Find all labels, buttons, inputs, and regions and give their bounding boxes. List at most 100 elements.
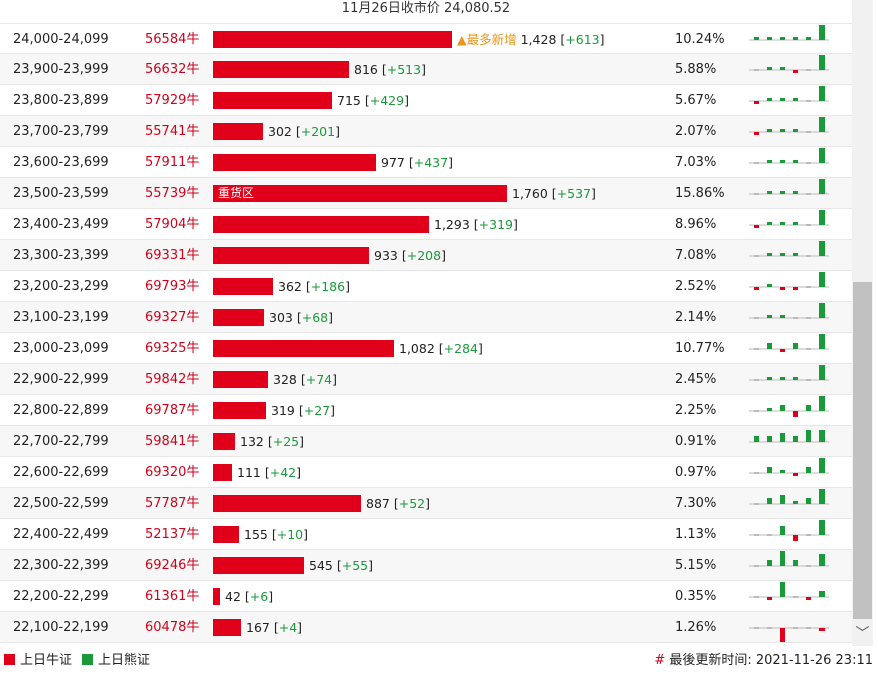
table-row[interactable]: 23,500-23,599 55739牛 重货区 1,760 [+537] 15.86%	[0, 178, 852, 209]
volume-value: 887 [+52]	[366, 496, 430, 511]
code-link[interactable]: 69331牛	[145, 248, 200, 263]
sparkline-bar	[819, 430, 825, 442]
table-row[interactable]: 22,400-22,499 52137牛 155 [+10] 1.13%	[0, 519, 852, 550]
sparkline-bar	[793, 560, 798, 566]
range-cell: 22,500-22,599	[13, 496, 109, 511]
code-link[interactable]: 56584牛	[145, 32, 200, 47]
table-row[interactable]: 23,200-23,299 69793牛 362 [+186] 2.52%	[0, 271, 852, 302]
code-link[interactable]: 55741牛	[145, 124, 200, 139]
table-row[interactable]: 23,400-23,499 57904牛 1,293 [+319] 8.96%	[0, 209, 852, 240]
code-link[interactable]: 57787牛	[145, 496, 200, 511]
volume-bar	[213, 61, 349, 78]
table-row[interactable]: 22,500-22,599 57787牛 887 [+52] 7.30%	[0, 488, 852, 519]
sparkline-bar	[754, 193, 759, 195]
table-row[interactable]: 22,900-22,999 59842牛 328 [+74] 2.45%	[0, 364, 852, 395]
volume-bar	[213, 123, 263, 140]
range-cell: 23,200-23,299	[13, 279, 109, 294]
trend-sparkline	[749, 430, 829, 443]
value-change: +613	[565, 32, 600, 47]
code-link[interactable]: 69325牛	[145, 341, 200, 356]
sparkline-bar	[819, 628, 825, 631]
code-link[interactable]: 69793牛	[145, 279, 200, 294]
code-link[interactable]: 52137牛	[145, 527, 200, 542]
table-row[interactable]: 23,900-23,999 56632牛 816 [+513] 5.88%	[0, 54, 852, 85]
percent-cell: 1.13%	[675, 527, 717, 542]
value-change: +27	[303, 403, 331, 418]
code-link[interactable]: 57904牛	[145, 217, 200, 232]
value-change: +284	[443, 341, 478, 356]
value-number: 319	[271, 403, 295, 418]
sparkline-bar	[806, 100, 811, 102]
table-row[interactable]: 23,300-23,399 69331牛 933 [+208] 7.08%	[0, 240, 852, 271]
sparkline-bar	[793, 411, 798, 417]
sparkline-bar	[806, 255, 811, 257]
table-row[interactable]: 23,100-23,199 69327牛 303 [+68] 2.14%	[0, 302, 852, 333]
table-row[interactable]: 23,600-23,699 57911牛 977 [+437] 7.03%	[0, 147, 852, 178]
volume-value: 933 [+208]	[374, 248, 446, 263]
table-row[interactable]: 24,000-24,099 56584牛 ▲最多新增 1,428 [+613] 10.…	[0, 23, 852, 54]
sparkline-bar	[793, 222, 798, 225]
scroll-down-icon[interactable]: ﹀	[855, 626, 870, 642]
sparkline-bar	[793, 253, 798, 256]
percent-cell: 5.15%	[675, 558, 717, 573]
volume-value: 1,760 [+537]	[512, 186, 596, 201]
value-number: 1,760	[512, 186, 548, 201]
range-cell: 24,000-24,099	[13, 32, 109, 47]
code-link[interactable]: 69320牛	[145, 465, 200, 480]
code-link[interactable]: 57929牛	[145, 93, 200, 108]
table-row[interactable]: 23,700-23,799 55741牛 302 [+201] 2.07%	[0, 116, 852, 147]
volume-value: 545 [+55]	[309, 558, 373, 573]
footer: 上日牛证 上日熊证 # 最後更新时间: 2021-11-26 23:11	[0, 646, 878, 677]
sparkline-bar	[754, 596, 759, 598]
code-link[interactable]: 56632牛	[145, 62, 200, 77]
volume-value: 303 [+68]	[269, 310, 333, 325]
code-link[interactable]: 69787牛	[145, 403, 200, 418]
table-row[interactable]: 22,600-22,699 69320牛 111 [+42] 0.97%	[0, 457, 852, 488]
sparkline-bar	[793, 535, 798, 541]
trend-sparkline	[749, 179, 829, 195]
sparkline-bar	[819, 334, 825, 349]
sparkline-bar	[793, 436, 798, 442]
range-cell: 22,400-22,499	[13, 527, 109, 542]
code-link[interactable]: 55739牛	[145, 186, 200, 201]
code-link[interactable]: 60478牛	[145, 620, 200, 635]
table-row[interactable]: 23,000-23,099 69325牛 1,082 [+284] 10.77%	[0, 333, 852, 364]
bear-swatch-icon	[82, 654, 93, 665]
code-link[interactable]: 61361牛	[145, 589, 200, 604]
sparkline-bar	[767, 377, 772, 380]
table-row[interactable]: 22,200-22,299 61361牛 42 [+6] 0.35%	[0, 581, 852, 612]
sparkline-bar	[754, 503, 759, 505]
volume-value: 111 [+42]	[237, 465, 301, 480]
sparkline-bar	[767, 284, 772, 287]
percent-cell: 2.52%	[675, 279, 717, 294]
sparkline-bar	[767, 191, 772, 194]
volume-value: 302 [+201]	[268, 124, 340, 139]
trend-sparkline	[749, 458, 829, 476]
code-link[interactable]: 69246牛	[145, 558, 200, 573]
sparkline-bar	[806, 286, 811, 288]
sparkline-bar	[806, 430, 811, 442]
sparkline-bar	[793, 501, 798, 504]
sparkline-bar	[819, 148, 825, 163]
sparkline-bar	[819, 365, 825, 380]
table-row[interactable]: 23,800-23,899 57929牛 715 [+429] 5.67%	[0, 85, 852, 116]
hash-icon: #	[654, 653, 666, 668]
value-change: +186	[310, 279, 346, 294]
code-link[interactable]: 57911牛	[145, 155, 200, 170]
code-link[interactable]: 59841牛	[145, 434, 200, 449]
scrollbar-thumb[interactable]	[853, 282, 872, 619]
sparkline-bar	[806, 597, 811, 600]
table-row[interactable]: 22,800-22,899 69787牛 319 [+27] 2.25%	[0, 395, 852, 426]
legend-bear-label: 上日熊证	[98, 653, 151, 668]
value-number: 977	[381, 155, 405, 170]
code-link[interactable]: 59842牛	[145, 372, 200, 387]
sparkline-bar	[754, 627, 759, 629]
sparkline-bar	[793, 627, 798, 629]
code-link[interactable]: 69327牛	[145, 310, 200, 325]
table-row[interactable]: 22,700-22,799 59841牛 132 [+25] 0.91%	[0, 426, 852, 457]
percent-cell: 5.67%	[675, 93, 717, 108]
sparkline-bar	[767, 597, 772, 600]
table-row[interactable]: 22,100-22,199 60478牛 167 [+4] 1.26%	[0, 612, 852, 643]
table-row[interactable]: 22,300-22,399 69246牛 545 [+55] 5.15%	[0, 550, 852, 581]
sparkline-bar	[793, 98, 798, 101]
